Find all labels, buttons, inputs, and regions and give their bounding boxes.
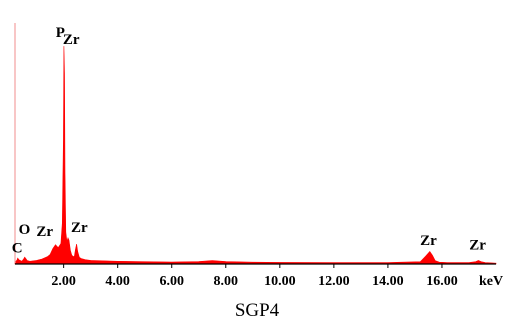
x-axis-unit-label: keV: [479, 274, 503, 289]
x-tick-label: 14.00: [372, 274, 404, 289]
x-tick-label: 10.00: [264, 274, 296, 289]
x-axis-ticks: 2.00 4.00 6.00 8.00 10.00 12.00 14.00 16.00: [51, 264, 458, 289]
x-tick-label: 4.00: [105, 274, 130, 289]
peak-label: Zr: [420, 233, 437, 249]
x-tick-label: 8.00: [214, 274, 239, 289]
spectrum-chart: 2.00 4.00 6.00 8.00 10.00 12.00 14.00 16.00 PZr…: [12, 23, 503, 289]
peak-label: P: [56, 25, 65, 41]
spectrum-series: [14, 46, 497, 265]
peak-label: Zr: [469, 238, 486, 254]
peak-label: Zr: [36, 224, 53, 240]
peak-label: Zr: [63, 32, 80, 48]
x-tick-label: 12.00: [318, 274, 350, 289]
chart-title: SGP4: [234, 300, 280, 321]
spectrum-trace-0: [14, 46, 497, 265]
x-tick-label: 6.00: [159, 274, 184, 289]
peak-label: Zr: [71, 220, 88, 236]
peak-label: O: [19, 222, 31, 238]
peak-label: C: [12, 241, 23, 257]
x-tick-label: 2.00: [51, 274, 76, 289]
x-tick-label: 16.00: [426, 274, 458, 289]
